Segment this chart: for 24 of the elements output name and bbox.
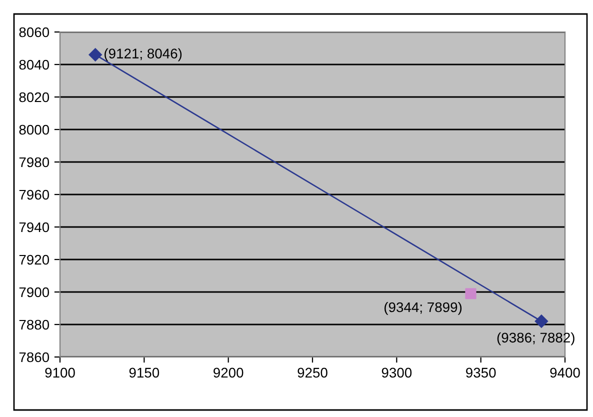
x-tick-label: 9100 — [45, 368, 75, 378]
x-tick-label: 9150 — [129, 368, 160, 378]
x-tick-label: 9350 — [466, 368, 496, 378]
annotation: (9386; 7882) — [497, 332, 574, 346]
annotation: (9121; 8046) — [104, 48, 182, 62]
x-tick-label: 9250 — [298, 368, 328, 378]
y-tick-label: 7880 — [19, 320, 50, 330]
y-tick-label: 7960 — [19, 190, 50, 200]
point — [534, 314, 548, 328]
y-tick-label: 7940 — [19, 222, 50, 232]
y-tick-label: 8040 — [19, 60, 50, 70]
x-tick-label: 9200 — [214, 368, 244, 378]
y-tick-label: 8000 — [19, 124, 50, 135]
x-tick-label: 9300 — [382, 368, 412, 378]
annotation: (9344; 7899) — [384, 302, 462, 315]
point — [465, 288, 476, 300]
y-tick-label: 7920 — [19, 254, 50, 265]
y-tick-label: 7980 — [19, 157, 50, 168]
point — [88, 48, 102, 62]
y-tick-label: 7900 — [19, 287, 50, 298]
x-tick-label: 9400 — [550, 368, 580, 378]
y-tick-label: 7860 — [19, 352, 50, 362]
y-tick-label: 8020 — [19, 92, 50, 102]
y-tick-label: 8060 — [19, 27, 50, 38]
